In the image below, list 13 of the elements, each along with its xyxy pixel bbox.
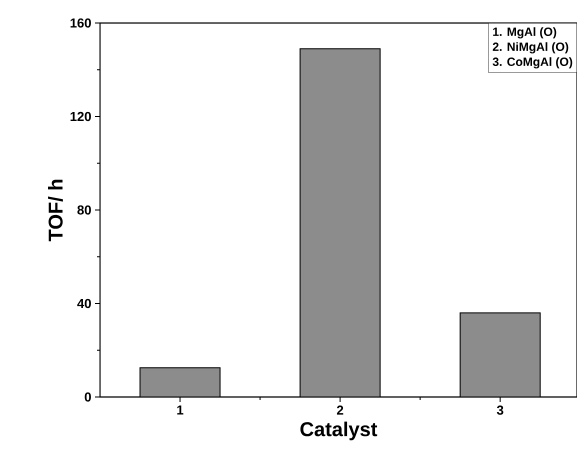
y-axis-title: TOF/ h [48, 180, 63, 242]
x-axis-title: Catalyst [300, 422, 378, 440]
annotation: 3. CoMgAl (O) [492, 57, 572, 68]
x-tick-label: 1 [177, 406, 184, 414]
annotation: 2. NiMgAl (O) [492, 42, 568, 54]
x-tick-label: 3 [496, 406, 504, 415]
y-tick-label: 40 [77, 298, 91, 308]
y-tick-label: 120 [70, 112, 91, 122]
y-tick-label: 0 [84, 392, 91, 402]
x-tick-label: 2 [336, 406, 344, 415]
annotation: 1. MgAl (O) [493, 27, 556, 38]
y-tick-label: 160 [70, 18, 91, 28]
y-tick-label: 80 [77, 205, 91, 215]
